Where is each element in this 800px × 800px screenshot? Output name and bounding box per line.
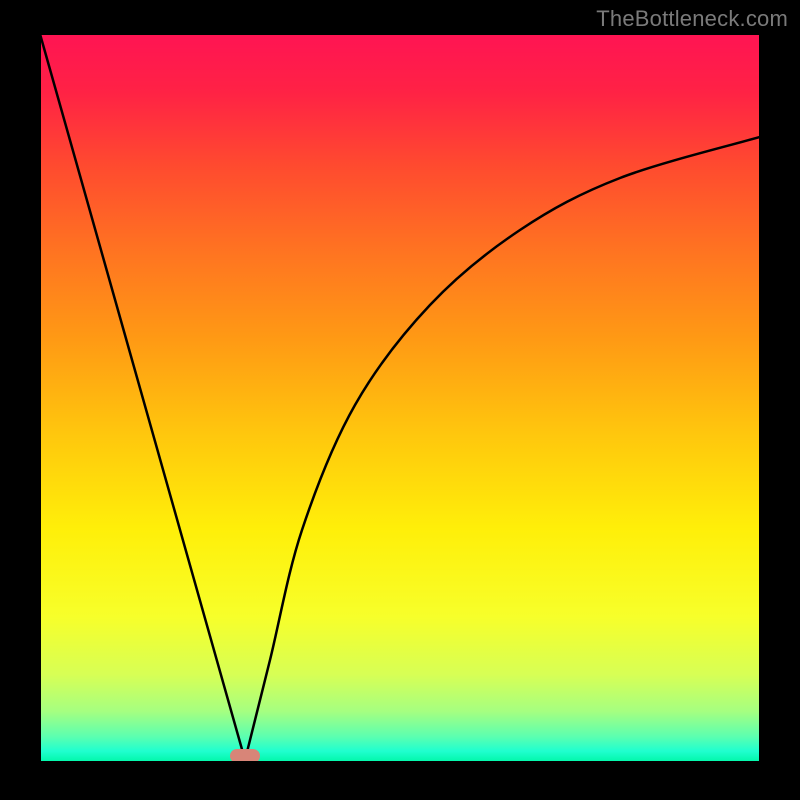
vertex-marker xyxy=(230,749,260,763)
bottleneck-chart xyxy=(0,0,800,800)
plot-background xyxy=(40,34,760,762)
watermark-text: TheBottleneck.com xyxy=(596,6,788,32)
chart-container: TheBottleneck.com xyxy=(0,0,800,800)
